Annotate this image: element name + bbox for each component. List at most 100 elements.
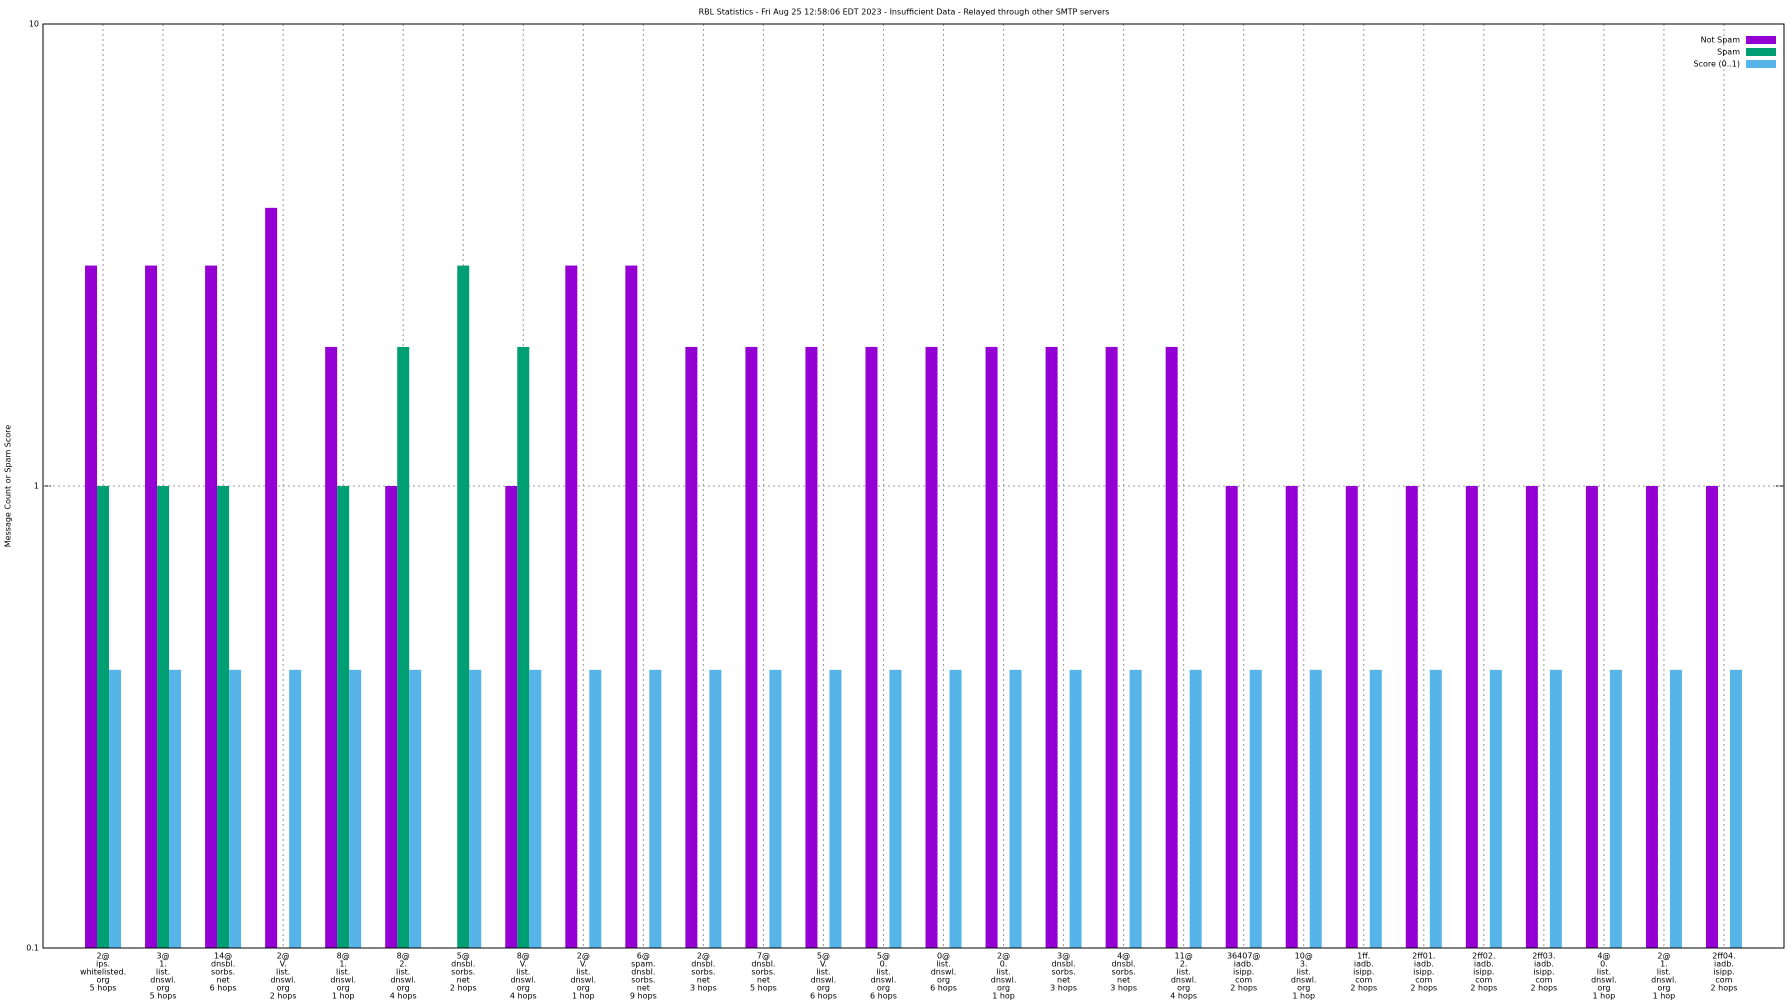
x-tick-label: isipp.: [1533, 968, 1554, 977]
y-tick-label: 0.1: [26, 944, 39, 953]
bar: [925, 346, 938, 948]
x-tick-label: iadb.: [1354, 960, 1374, 969]
bar: [529, 669, 542, 948]
x-tick-label: 1 hop: [1593, 992, 1616, 1001]
x-tick-label: sorbs.: [451, 968, 475, 977]
x-tick-label: list.: [576, 968, 590, 977]
x-tick-label: 5 hops: [750, 984, 777, 993]
x-tick-label: V.: [280, 960, 287, 969]
bar: [1309, 669, 1322, 948]
bar: [517, 346, 530, 948]
x-tick-label: isipp.: [1353, 968, 1374, 977]
x-tick-label: org: [817, 984, 830, 993]
x-tick-label: org: [277, 984, 290, 993]
x-tick-label: 4@: [1597, 952, 1610, 961]
bar: [397, 346, 410, 948]
bar: [829, 669, 842, 948]
x-tick-label: dnswl.: [510, 976, 536, 985]
x-tick-label: list.: [1177, 968, 1191, 977]
x-tick-label: list.: [156, 968, 170, 977]
x-tick-label: com: [1475, 976, 1492, 985]
bar: [1549, 669, 1562, 948]
x-tick-label: 14@: [214, 952, 232, 961]
bar: [229, 669, 242, 948]
x-tick-label: dnswl.: [150, 976, 176, 985]
bar: [325, 346, 338, 948]
x-tick-label: 4 hops: [390, 992, 417, 1001]
x-tick-label: list.: [816, 968, 830, 977]
x-tick-label: 2@: [1657, 952, 1670, 961]
x-tick-label: sorbs.: [211, 968, 235, 977]
x-tick-label: com: [1535, 976, 1552, 985]
x-tick-label: net: [457, 976, 470, 985]
legend-swatch: [1746, 48, 1776, 56]
x-tick-label: 1.: [1660, 960, 1668, 969]
bar: [457, 265, 470, 949]
x-tick-label: 36407@: [1227, 952, 1260, 961]
x-tick-label: dnswl.: [390, 976, 416, 985]
bar: [649, 669, 662, 948]
x-tick-label: 0.: [1600, 960, 1608, 969]
x-tick-label: 2 hops: [1230, 984, 1257, 993]
x-tick-label: org: [877, 984, 890, 993]
x-tick-label: org: [1177, 984, 1190, 993]
x-tick-label: 2ff01.: [1412, 952, 1435, 961]
x-tick-label: 6 hops: [810, 992, 837, 1001]
x-tick-label: 2@: [277, 952, 290, 961]
bar: [85, 265, 98, 949]
bar: [385, 486, 398, 948]
x-tick-label: net: [697, 976, 710, 985]
x-tick-label: 2.: [1180, 960, 1188, 969]
x-tick-label: 1 hop: [572, 992, 595, 1001]
x-tick-label: 1.: [339, 960, 347, 969]
x-tick-label: com: [1715, 976, 1732, 985]
x-tick-label: 2 hops: [270, 992, 297, 1001]
bar: [469, 669, 482, 948]
x-tick-label: sorbs.: [1112, 968, 1136, 977]
bar: [1585, 486, 1598, 948]
x-tick-label: isipp.: [1413, 968, 1434, 977]
x-tick-label: 3@: [157, 952, 170, 961]
x-tick-label: dnsbl.: [691, 960, 715, 969]
bar: [769, 669, 782, 948]
x-tick-label: list.: [1297, 968, 1311, 977]
bar: [349, 669, 362, 948]
x-tick-label: net: [637, 984, 650, 993]
x-tick-label: 2 hops: [1530, 984, 1557, 993]
y-tick-label: 1: [34, 482, 39, 491]
bar: [1669, 669, 1682, 948]
x-tick-label: dnswl.: [1171, 976, 1197, 985]
x-tick-label: com: [1235, 976, 1252, 985]
x-tick-label: dnsbl.: [751, 960, 775, 969]
bar: [949, 669, 962, 948]
y-tick-label: 10: [29, 20, 39, 29]
x-tick-label: dnsbl.: [451, 960, 475, 969]
x-tick-label: 6 hops: [870, 992, 897, 1001]
x-tick-label: dnswl.: [811, 976, 837, 985]
x-tick-label: dnswl.: [991, 976, 1017, 985]
x-tick-label: 9 hops: [630, 992, 657, 1001]
bar: [625, 265, 638, 949]
x-tick-label: net: [1117, 976, 1130, 985]
bar: [565, 265, 578, 949]
x-tick-label: 5@: [457, 952, 470, 961]
legend-label: Not Spam: [1701, 36, 1741, 45]
x-tick-label: 0@: [937, 952, 950, 961]
x-tick-label: V.: [820, 960, 827, 969]
x-tick-label: org: [1657, 984, 1670, 993]
bar: [985, 346, 998, 948]
legend-swatch: [1746, 60, 1776, 68]
x-tick-label: org: [577, 984, 590, 993]
x-tick-label: 2 hops: [1470, 984, 1497, 993]
bar: [1429, 669, 1442, 948]
x-tick-label: dnswl.: [871, 976, 897, 985]
x-tick-label: V.: [520, 960, 527, 969]
x-tick-label: V.: [580, 960, 587, 969]
x-tick-label: sorbs.: [1052, 968, 1076, 977]
x-tick-label: list.: [1597, 968, 1611, 977]
x-tick-label: 8@: [517, 952, 530, 961]
bar: [1225, 486, 1238, 948]
x-tick-label: 2.: [399, 960, 407, 969]
bar: [709, 669, 722, 948]
x-tick-label: sorbs.: [631, 976, 655, 985]
